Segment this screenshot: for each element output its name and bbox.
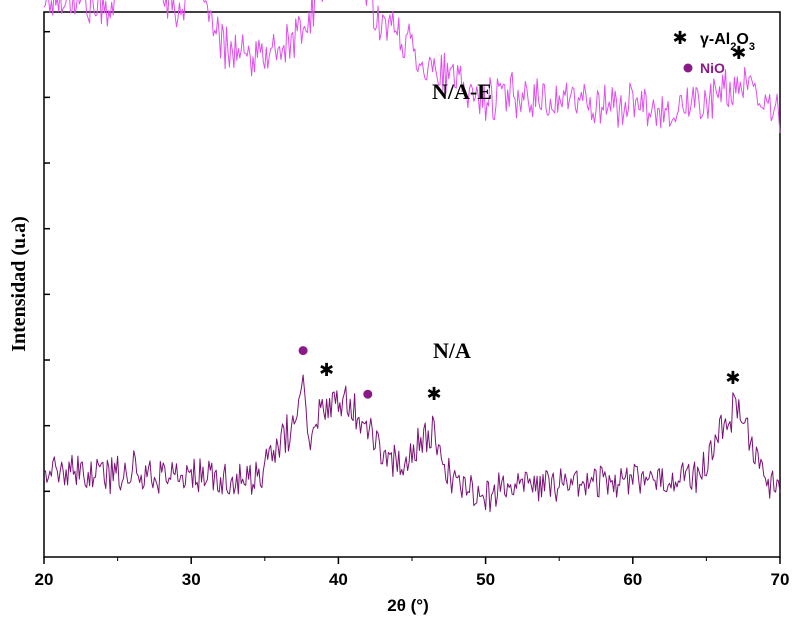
peak-marker-layer: ✱✱✱✱✱✱ (298, 43, 746, 405)
peak-nio-marker (298, 346, 308, 356)
peak-star-marker: ✱ (731, 43, 746, 64)
legend: ✱ γ-Al2O3 NiO (672, 28, 754, 76)
plot-frame (43, 11, 781, 558)
series-label-n-a: N/A (433, 338, 471, 363)
x-tick-label: 30 (182, 570, 201, 589)
x-tick-label: 70 (771, 570, 790, 589)
peak-nio-marker (363, 389, 373, 399)
x-tick-label: 60 (623, 570, 642, 589)
x-tick-label: 20 (35, 570, 54, 589)
peak-star-marker: ✱ (427, 384, 442, 405)
x-tick-label: 40 (329, 570, 348, 589)
legend-label-nio: NiO (700, 60, 725, 76)
peak-star-marker: ✱ (319, 360, 334, 381)
legend-star-icon: ✱ (672, 28, 687, 49)
series-line-n-a-e (43, 0, 781, 134)
y-axis-title: Intensidad (u.a) (8, 216, 30, 352)
legend-label-al2o3: γ-Al2O3 (700, 31, 755, 53)
series-label-n-a-e: N/A-E (432, 79, 492, 104)
legend-circle-icon (683, 63, 693, 73)
series-line-n-a (43, 374, 781, 513)
axis-layer: 20 30 40 50 60 70 (35, 30, 790, 589)
series-layer (43, 0, 781, 513)
x-axis-title: 2θ (°) (387, 596, 429, 615)
x-tick-label: 50 (476, 570, 495, 589)
peak-star-marker: ✱ (725, 368, 740, 389)
